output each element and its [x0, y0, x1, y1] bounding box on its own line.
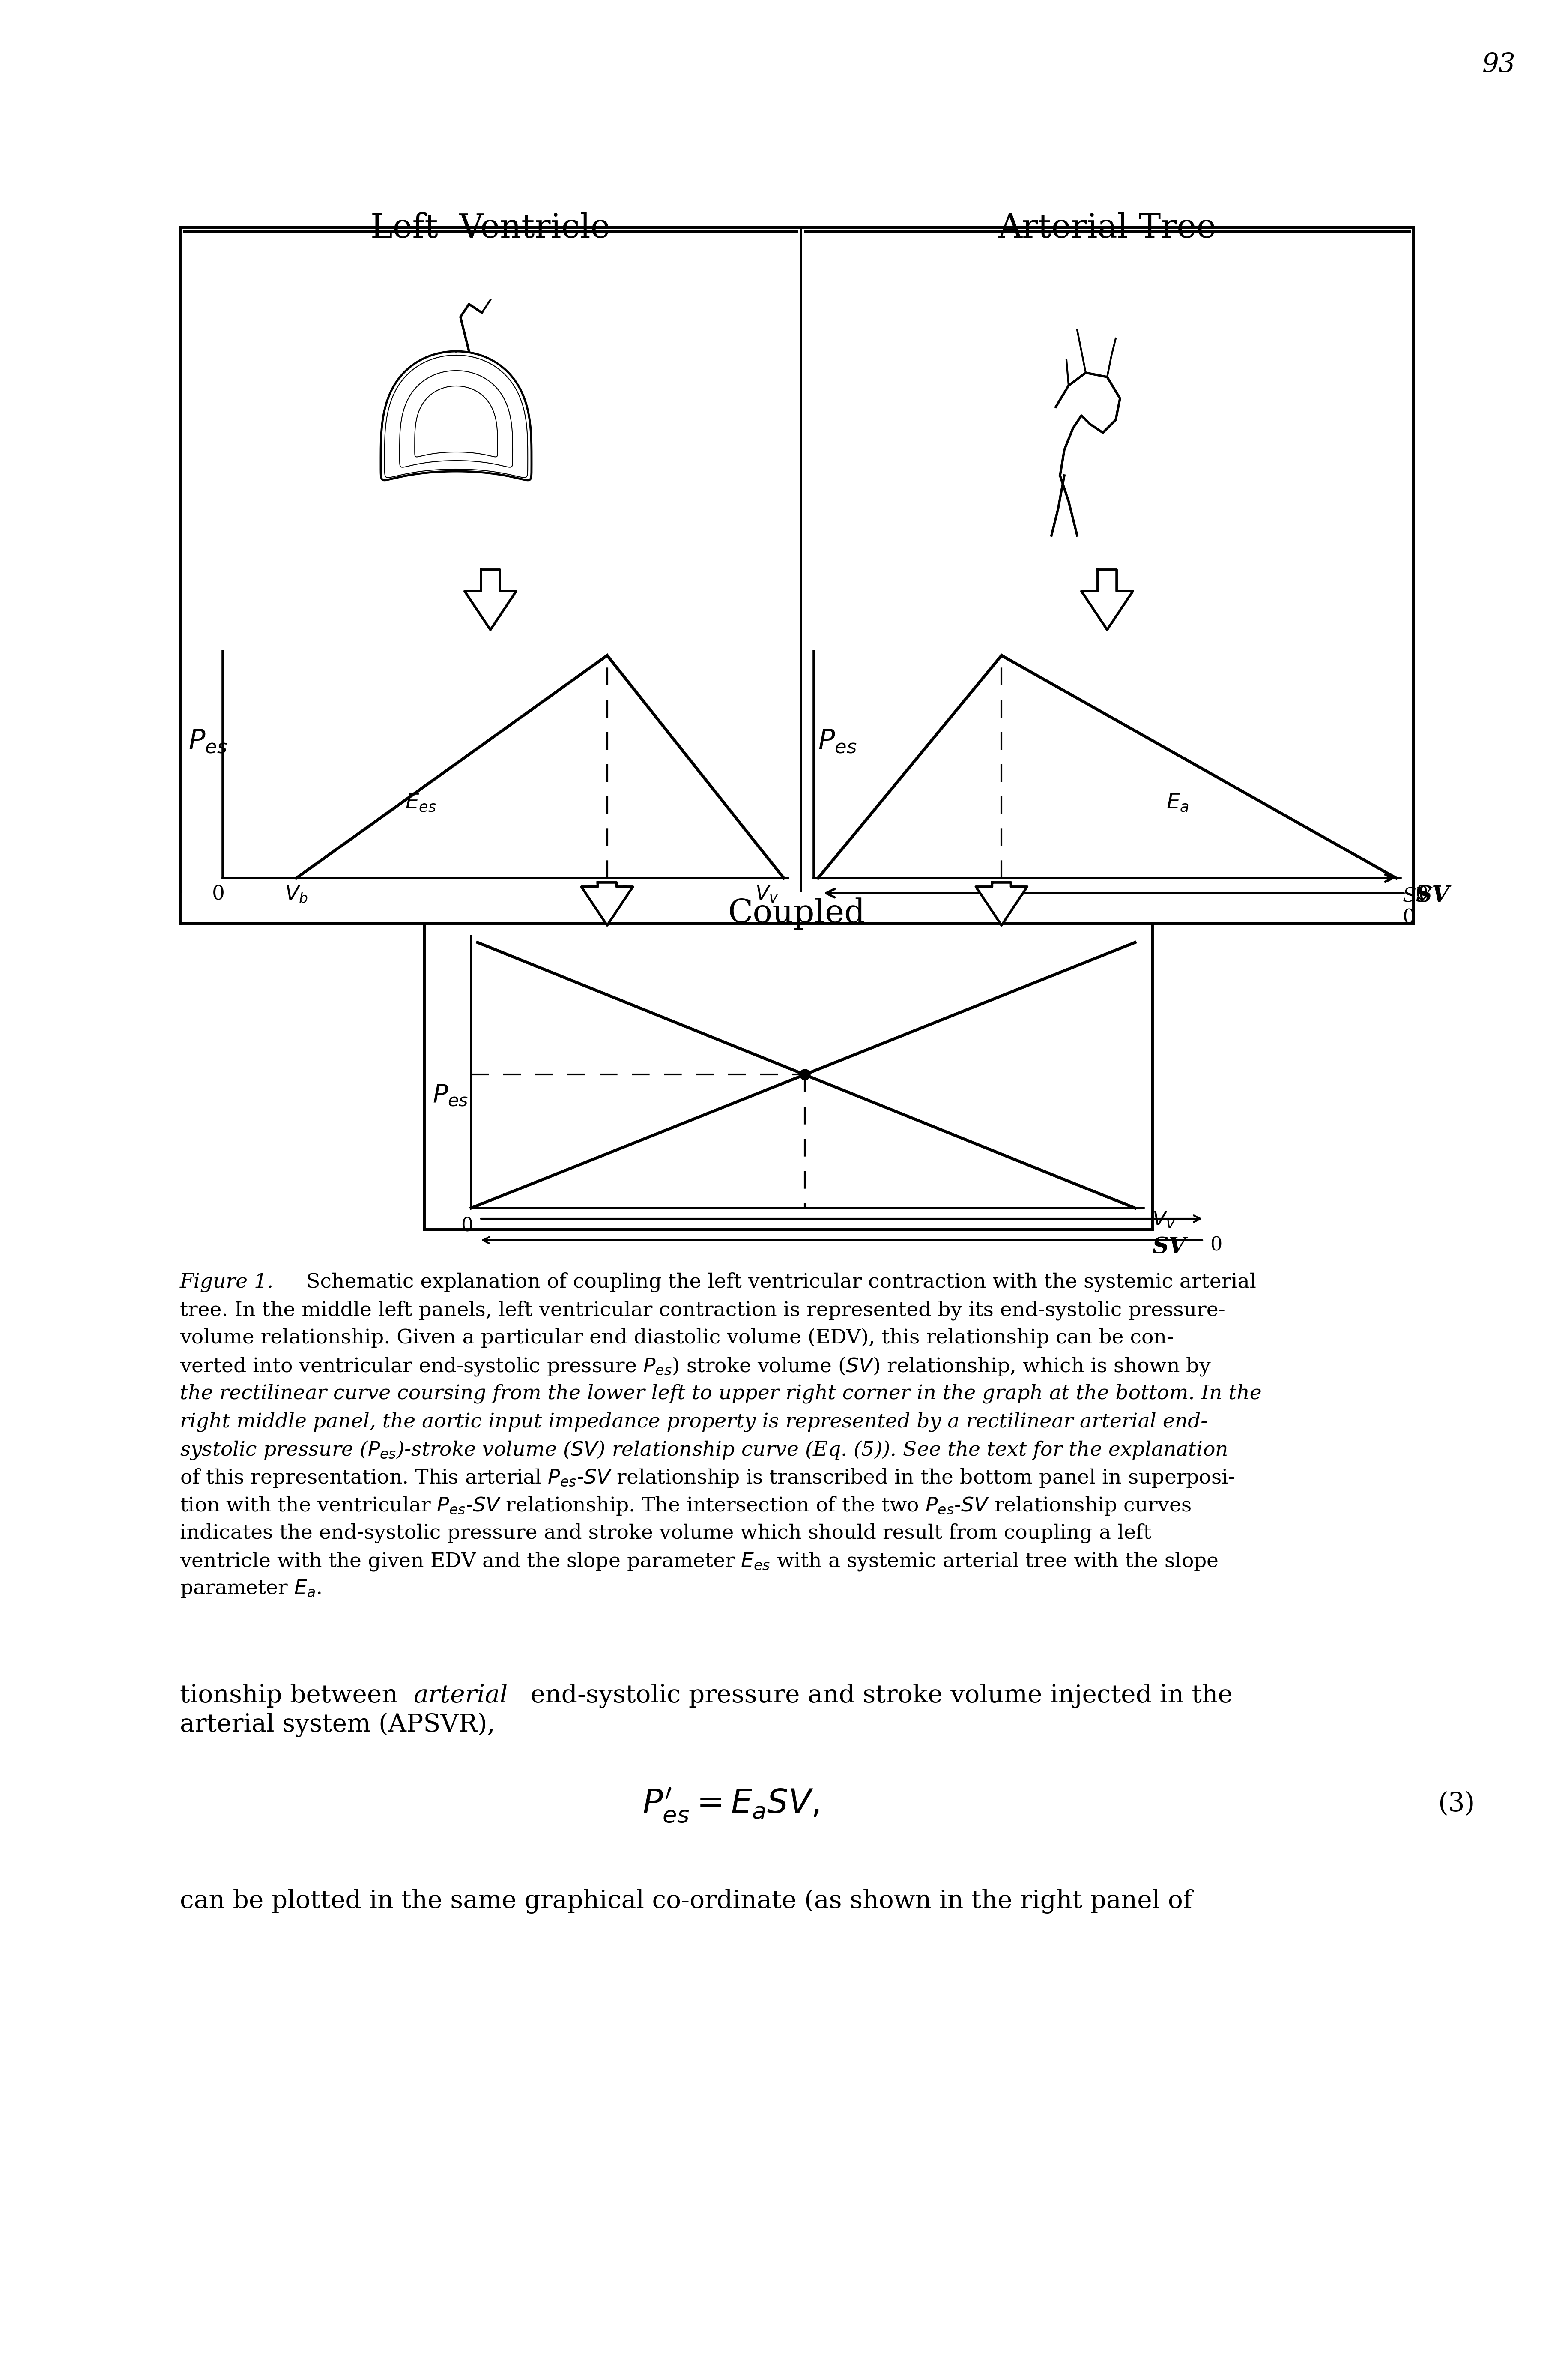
Text: arterial: arterial: [414, 1684, 508, 1707]
Polygon shape: [975, 882, 1027, 925]
Text: (3): (3): [1438, 1791, 1474, 1817]
Text: 0: 0: [212, 885, 224, 904]
Text: tionship between: tionship between: [180, 1684, 406, 1707]
Text: $V_b$: $V_b$: [285, 885, 307, 904]
Text: of this representation. This arterial $P_{es}$-$SV$ relationship is transcribed : of this representation. This arterial $P…: [180, 1467, 1234, 1489]
Text: $P_{es}' = E_a SV,$: $P_{es}' = E_a SV,$: [643, 1786, 818, 1824]
Text: EDV: EDV: [586, 885, 627, 904]
Text: SV: SV: [1152, 1237, 1185, 1258]
Text: SV: SV: [1402, 887, 1430, 906]
Text: arterial system (APSVR),: arterial system (APSVR),: [180, 1712, 495, 1738]
Text: SV: SV: [1416, 885, 1449, 906]
Polygon shape: [464, 571, 516, 630]
Text: tion with the ventricular $P_{es}$-$SV$ relationship. The intersection of the tw: tion with the ventricular $P_{es}$-$SV$ …: [180, 1496, 1190, 1517]
Text: volume relationship. Given a particular end diastolic volume (EDV), this relatio: volume relationship. Given a particular …: [180, 1327, 1173, 1348]
Text: $E_{es}$: $E_{es}$: [405, 792, 436, 813]
Text: Left  Ventricle: Left Ventricle: [370, 212, 610, 245]
Text: Coupled: Coupled: [728, 897, 866, 930]
Text: tree. In the middle left panels, left ventricular contraction is represented by : tree. In the middle left panels, left ve…: [180, 1301, 1225, 1320]
Text: 0: 0: [461, 1218, 474, 1234]
Text: Arterial Tree: Arterial Tree: [997, 212, 1215, 245]
Text: systolic pressure ($P_{es}$)-stroke volume ($SV$) relationship curve (Eq. (5)). : systolic pressure ($P_{es}$)-stroke volu…: [180, 1439, 1228, 1460]
Text: $P_{es}$: $P_{es}$: [433, 1084, 467, 1108]
Text: the rectilinear curve coursing from the lower left to upper right corner in the : the rectilinear curve coursing from the …: [180, 1384, 1261, 1403]
Text: Figure 1.: Figure 1.: [180, 1272, 274, 1291]
Text: verted into ventricular end-systolic pressure $P_{es}$) stroke volume ($SV$) rel: verted into ventricular end-systolic pre…: [180, 1355, 1210, 1377]
Text: can be plotted in the same graphical co-ordinate (as shown in the right panel of: can be plotted in the same graphical co-…: [180, 1888, 1192, 1914]
Text: $P_{es}$: $P_{es}$: [188, 728, 227, 754]
Text: $V_v$: $V_v$: [754, 885, 778, 904]
Text: end-systolic pressure and stroke volume injected in the: end-systolic pressure and stroke volume …: [522, 1684, 1232, 1707]
Text: 0: 0: [1416, 885, 1428, 904]
Text: 0: 0: [1209, 1237, 1221, 1256]
Polygon shape: [582, 882, 632, 925]
Text: indicates the end-systolic pressure and stroke volume which should result from c: indicates the end-systolic pressure and …: [180, 1522, 1151, 1543]
Text: $V_v$: $V_v$: [1152, 1210, 1174, 1229]
Text: $E_a$: $E_a$: [1167, 792, 1189, 813]
Text: 0: 0: [1402, 908, 1416, 927]
Text: 93: 93: [1482, 52, 1515, 76]
Text: parameter $E_a$.: parameter $E_a$.: [180, 1579, 321, 1598]
Polygon shape: [1082, 571, 1132, 630]
Text: ventricle with the given EDV and the slope parameter $E_{es}$ with a systemic ar: ventricle with the given EDV and the slo…: [180, 1550, 1218, 1572]
Text: $P_{es}$: $P_{es}$: [818, 728, 856, 754]
Text: Schematic explanation of coupling the left ventricular contraction with the syst: Schematic explanation of coupling the le…: [293, 1272, 1256, 1291]
Text: right middle panel, the aortic input impedance property is represented by a rect: right middle panel, the aortic input imp…: [180, 1413, 1207, 1432]
